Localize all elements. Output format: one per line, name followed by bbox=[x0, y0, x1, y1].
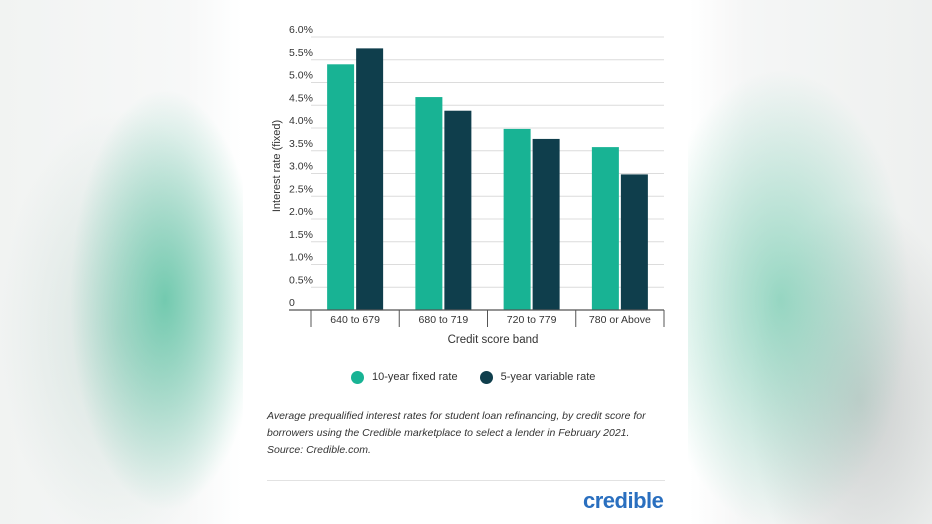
chart-caption: Average prequalified interest rates for … bbox=[267, 410, 646, 456]
y-tick-label: 2.5% bbox=[289, 183, 313, 195]
bar-5-year-variable bbox=[356, 48, 384, 310]
divider bbox=[267, 480, 665, 481]
bar-10-year-fixed bbox=[327, 64, 355, 310]
legend: 10-year fixed rate 5-year variable rate bbox=[351, 368, 617, 386]
y-tick-label: 0 bbox=[289, 297, 295, 309]
x-tick-label: 780 or Above bbox=[589, 314, 651, 326]
y-tick-label: 3.0% bbox=[289, 161, 313, 173]
y-tick-label: 0.5% bbox=[289, 274, 313, 286]
y-tick-label: 2.0% bbox=[289, 206, 313, 218]
y-tick-label: 4.0% bbox=[289, 115, 313, 127]
y-tick-label: 6.0% bbox=[289, 24, 313, 36]
x-axis-label: Credit score band bbox=[448, 334, 539, 346]
credible-logo: credible bbox=[583, 488, 664, 513]
legend-variable-label: 5-year variable rate bbox=[500, 371, 596, 383]
legend-item-variable: 5-year variable rate bbox=[479, 370, 596, 384]
bars bbox=[327, 48, 648, 311]
y-tick-label: 5.0% bbox=[289, 70, 313, 82]
y-tick-label: 1.0% bbox=[289, 252, 313, 264]
bar-5-year-variable bbox=[620, 174, 648, 310]
y-tick-label: 4.5% bbox=[289, 92, 313, 104]
legend-variable-swatch bbox=[479, 370, 493, 384]
y-axis-label: Interest rate (fixed) bbox=[271, 120, 283, 212]
bar-5-year-variable bbox=[444, 110, 472, 311]
chart-card: 6.0% 5.5% 5.0% 4.5% 4.0% 3.5% 3.0% 2.5% 2.0% 1.5%… bbox=[243, 0, 688, 524]
y-tick-label: 3.5% bbox=[289, 138, 313, 150]
bar-10-year-fixed bbox=[503, 128, 531, 310]
bar-10-year-fixed bbox=[591, 147, 619, 310]
legend-fixed-label: 10-year fixed rate bbox=[372, 371, 458, 383]
y-tick-label: 5.5% bbox=[289, 47, 313, 59]
x-tick-label: 640 to 679 bbox=[330, 314, 380, 326]
bar-10-year-fixed bbox=[415, 97, 443, 310]
y-tick-label: 1.5% bbox=[289, 229, 313, 241]
x-tick-label: 720 to 779 bbox=[507, 314, 557, 326]
axes: 6.0% 5.5% 5.0% 4.5% 4.0% 3.5% 3.0% 2.5% 2.0% 1.5%… bbox=[289, 24, 665, 327]
legend-fixed-swatch bbox=[351, 370, 364, 384]
bar-chart: 6.0% 5.5% 5.0% 4.5% 4.0% 3.5% 3.0% 2.5% 2.0% 1.5%… bbox=[271, 24, 665, 346]
bar-5-year-variable bbox=[532, 138, 560, 310]
x-tick-label: 680 to 719 bbox=[419, 314, 469, 326]
legend-item-fixed: 10-year fixed rate bbox=[351, 370, 458, 384]
